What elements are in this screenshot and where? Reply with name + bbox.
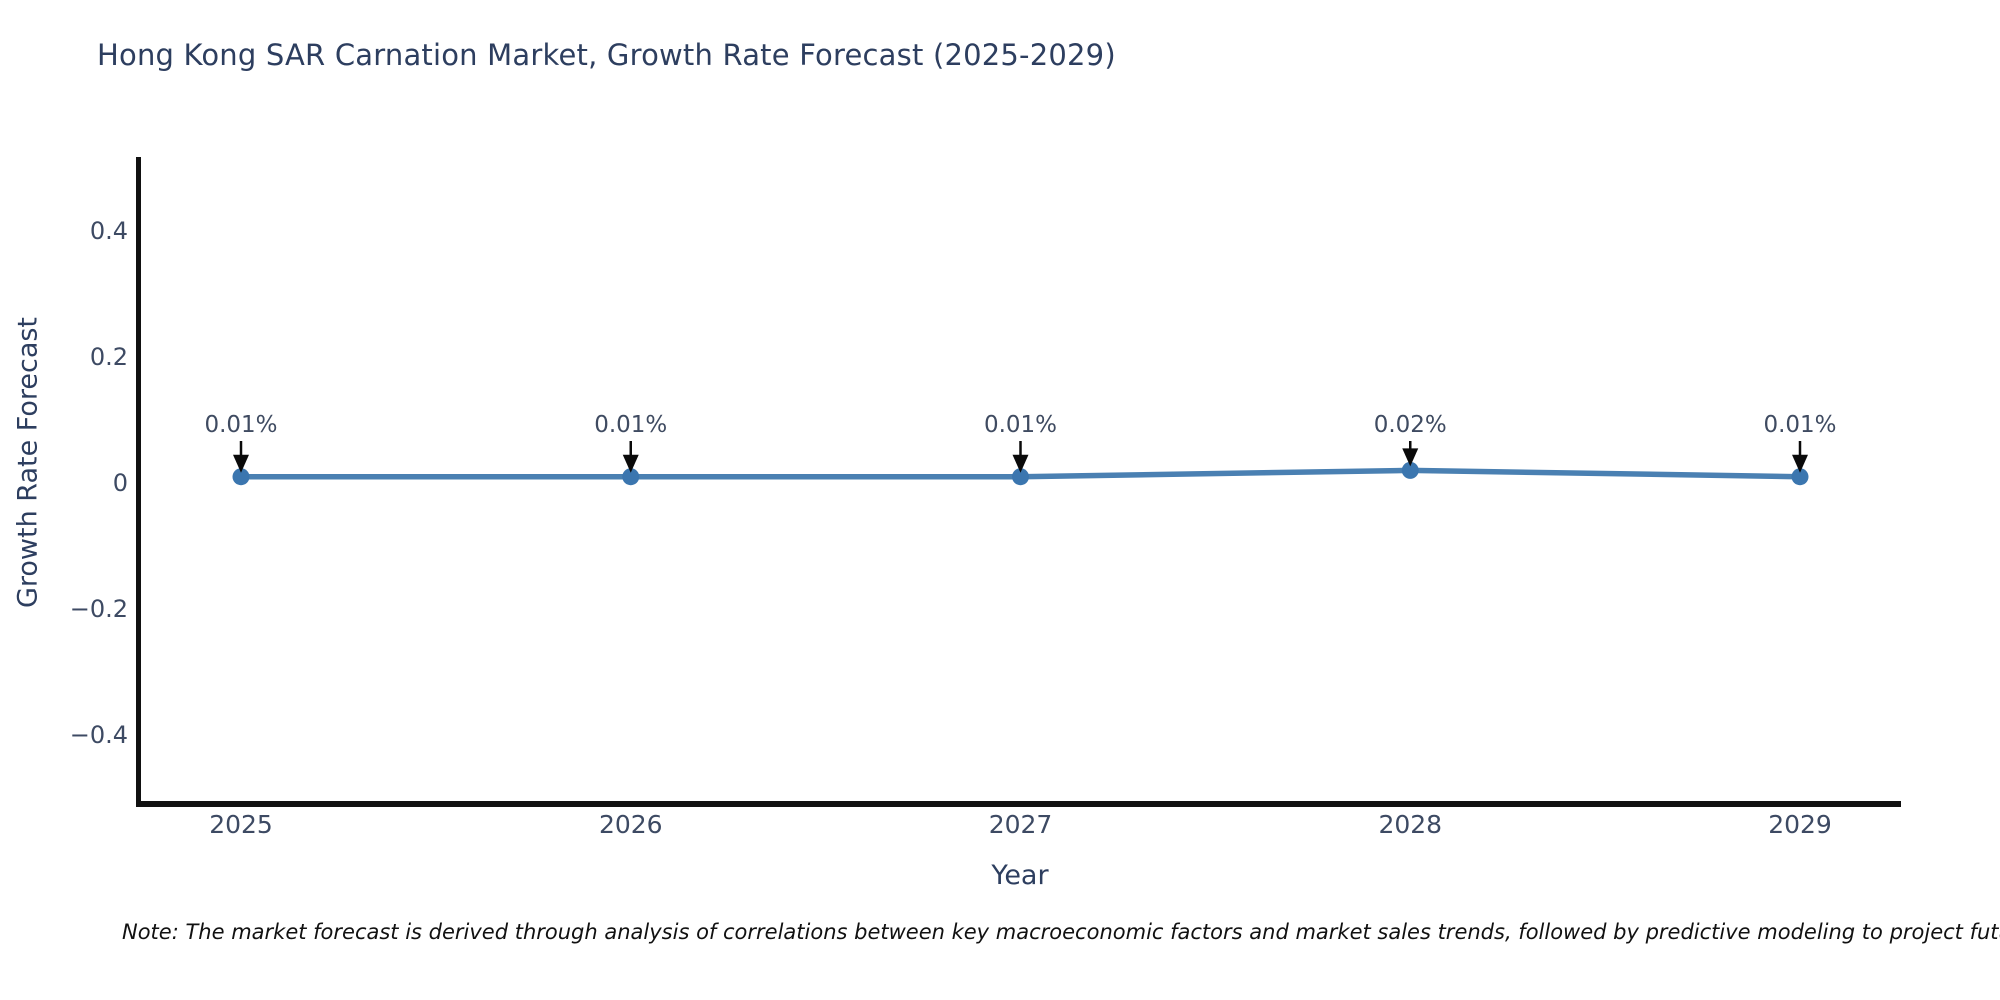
annotation-arrow-head [1402,448,1419,467]
data-point-marker [232,468,250,486]
y-tick-label: 0.2 [90,343,128,371]
x-axis-label: Year [991,860,1049,891]
x-tick-label: 2029 [1768,810,1832,839]
x-axis-spine [136,801,1901,807]
annotation-label: 0.01% [594,412,667,438]
annotation-arrow-head [1012,454,1029,473]
data-point-marker [1791,468,1809,486]
annotation-label: 0.01% [204,412,277,438]
y-tick-label: 0 [113,469,128,497]
annotation-label: 0.02% [1374,412,1447,438]
data-point-marker [1012,468,1029,486]
x-tick-label: 2026 [599,810,663,839]
footnote: Note: The market forecast is derived thr… [122,920,2000,944]
data-point-marker [622,468,640,486]
y-tick-label: 0.4 [90,217,128,245]
y-tick-label: −0.4 [70,721,128,749]
annotation-arrow-head [1792,454,1808,473]
y-axis-spine [136,157,141,807]
x-tick-label: 2025 [209,810,273,839]
annotation-arrow-head [622,454,639,473]
annotation-label: 0.01% [984,412,1057,438]
data-point-marker [1401,461,1419,479]
annotation-label: 0.01% [1763,412,1836,438]
y-tick-label: −0.2 [70,595,128,623]
x-tick-label: 2028 [1378,810,1442,839]
annotation-arrow-head [233,454,249,473]
x-tick-label: 2027 [989,810,1053,839]
chart-title: Hong Kong SAR Carnation Market, Growth R… [97,38,1116,72]
